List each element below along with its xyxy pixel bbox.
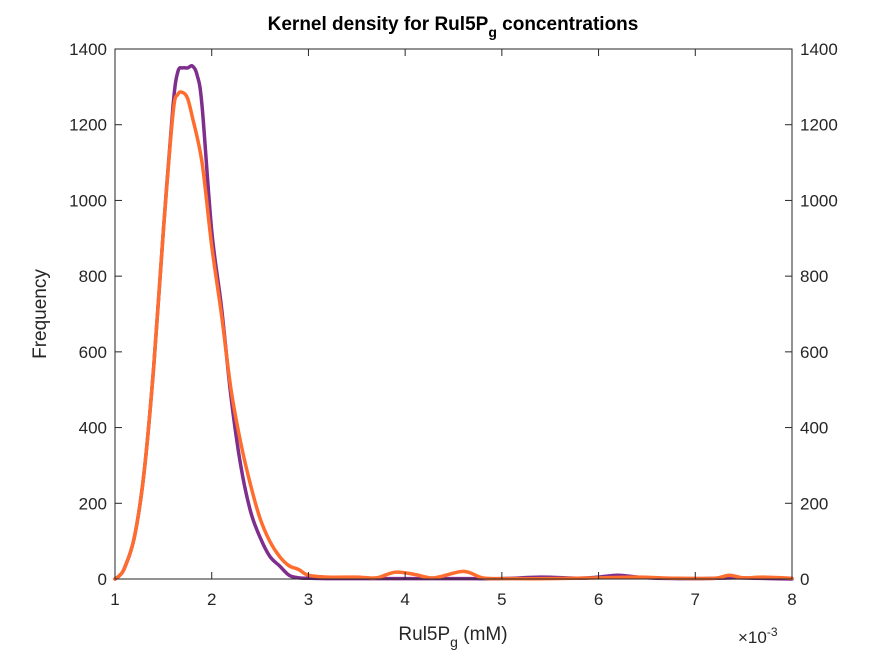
y-tick-label-right: 0 <box>800 570 809 589</box>
x-tick-label: 6 <box>594 590 603 609</box>
plot-background <box>115 49 792 579</box>
x-tick-label: 3 <box>304 590 313 609</box>
y-axis-label: Frequency <box>30 269 51 359</box>
x-axis-exponent-label: ×10-3 <box>738 625 778 647</box>
x-axis-label: Rul5Pg (mM) <box>398 624 507 650</box>
y-tick-label-left: 1000 <box>69 191 107 210</box>
y-tick-label-right: 200 <box>800 494 828 513</box>
x-tick-label: 8 <box>787 590 796 609</box>
chart-title-main: Kernel density for Rul5P <box>268 14 489 35</box>
chart-title: Kernel density for Rul5Pg concentrations <box>268 14 639 40</box>
y-tick-label-left: 0 <box>98 570 107 589</box>
x-exponent-power: -3 <box>767 625 778 639</box>
x-tick-label: 4 <box>400 590 409 609</box>
y-tick-label-right: 1400 <box>800 40 838 59</box>
axes-box <box>114 48 793 580</box>
y-tick-label-right: 600 <box>800 343 828 362</box>
plot-area <box>115 49 792 579</box>
x-axis-label-rest: (mM) <box>458 624 508 645</box>
x-tick-label: 2 <box>207 590 216 609</box>
x-tick-label: 1 <box>110 590 119 609</box>
y-tick-label-right: 800 <box>800 267 828 286</box>
y-tick-label-left: 1400 <box>69 40 107 59</box>
y-tick-label-left: 200 <box>79 494 107 513</box>
x-axis-label-main: Rul5P <box>398 624 450 645</box>
y-tick-label-right: 400 <box>800 419 828 438</box>
y-tick-label-right: 1000 <box>800 191 838 210</box>
y-tick-label-right: 1200 <box>800 116 838 135</box>
x-tick-label: 7 <box>691 590 700 609</box>
x-tick-label: 5 <box>497 590 506 609</box>
y-tick-label-left: 400 <box>79 419 107 438</box>
x-exponent-prefix: ×10 <box>738 628 767 647</box>
x-axis-label-subscript: g <box>450 634 458 650</box>
chart-title-subscript: g <box>488 24 497 40</box>
chart-title-rest: concentrations <box>497 14 638 35</box>
y-tick-label-left: 800 <box>79 267 107 286</box>
y-tick-label-left: 1200 <box>69 116 107 135</box>
y-tick-label-left: 600 <box>79 343 107 362</box>
